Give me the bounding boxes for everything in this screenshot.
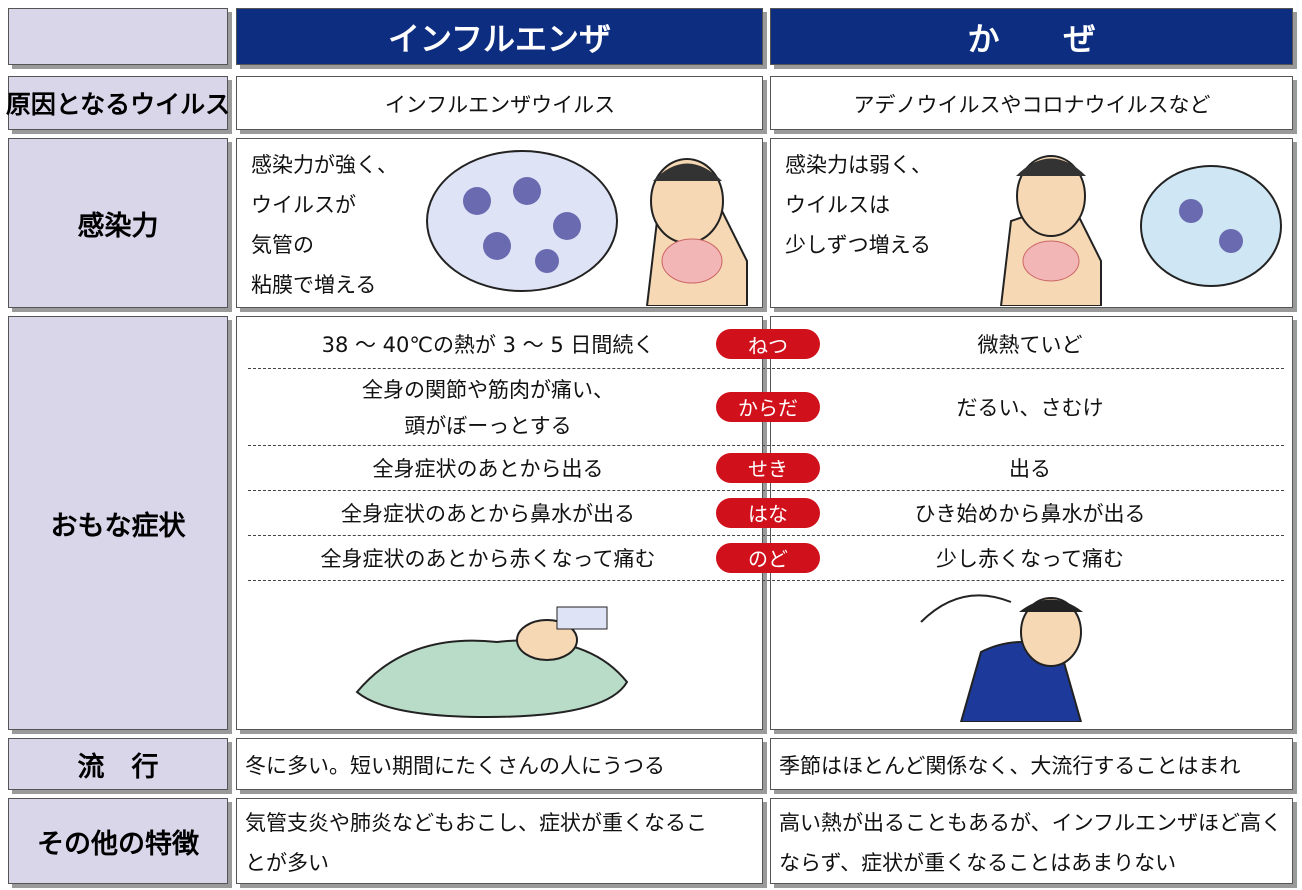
corner-cell — [8, 8, 228, 65]
divider — [248, 368, 1284, 369]
symptom-text: 少し赤くなって痛む — [936, 546, 1124, 571]
illustration — [355, 606, 629, 719]
row-label: その他の特徴 — [8, 798, 228, 884]
symptom-text: 頭がぼーっとする — [404, 413, 572, 438]
cell-text: ウイルスが — [251, 193, 356, 217]
cell: 気管支炎や肺炎などもおこし、症状が重くなるこ とが多い — [236, 798, 763, 884]
divider — [248, 535, 1284, 536]
cell-text: インフルエンザウイルス — [384, 93, 616, 117]
cell — [770, 316, 1293, 730]
symptom-tag: のど — [716, 542, 820, 573]
symptom-tag: はな — [716, 497, 820, 528]
divider — [248, 445, 1284, 446]
row-label: おもな症状 — [8, 316, 228, 730]
cell-text: 少しずつ増える — [785, 233, 931, 257]
cell — [236, 316, 763, 730]
symptom-text: だるい、さむけ — [956, 395, 1104, 420]
cell-text: アデノウイルスやコロナウイルスなど — [853, 93, 1211, 117]
cell: インフルエンザウイルス — [236, 76, 763, 130]
cell-text: とが多い — [245, 851, 329, 875]
cell: 季節はほとんど関係なく、大流行することはまれ — [770, 738, 1293, 790]
row-label: 流 行 — [8, 738, 228, 790]
cell-text: 気管支炎や肺炎などもおこし、症状が重くなるこ — [245, 811, 707, 835]
illustration — [920, 594, 1083, 722]
symptom-tag: ねつ — [716, 329, 820, 359]
row-label: 感染力 — [8, 138, 228, 308]
cell-text: 冬に多い。短い期間にたくさんの人にうつる — [245, 754, 665, 778]
cell-text: 粘膜で増える — [251, 273, 377, 297]
header-cold: か ぜ — [770, 8, 1293, 65]
cell-text: 気管の — [251, 233, 314, 257]
illustration — [426, 150, 748, 306]
cell: 感染力が強く、 ウイルスが 気管の 粘膜で増える — [236, 138, 763, 308]
symptom-text: 微熱ていど — [977, 333, 1083, 357]
header-influenza: インフルエンザ — [236, 8, 763, 65]
row-label: 原因となるウイルス — [6, 76, 230, 130]
cell-text: 感染力が強く、 — [251, 153, 398, 177]
symptom-text: 全身症状のあとから赤くなって痛む — [320, 546, 656, 571]
cell-text: 感染力は弱く、 — [785, 153, 932, 177]
cell: 感染力は弱く、 ウイルスは 少しずつ増える — [770, 138, 1293, 308]
cell-text: 季節はほとんど関係なく、大流行することはまれ — [779, 754, 1241, 778]
cell-text: 高い熱が出ることもあるが、インフルエンザほど高く — [779, 811, 1282, 835]
cell: アデノウイルスやコロナウイルスなど — [770, 76, 1293, 130]
symptom-text: 38 ～ 40℃の熱が 3 ～ 5 日間続く — [321, 333, 655, 357]
cell: 高い熱が出ることもあるが、インフルエンザほど高く ならず、症状が重くなることはあ… — [770, 798, 1293, 884]
cell-text: ならず、症状が重くなることはあまりない — [779, 851, 1177, 875]
divider — [248, 490, 1284, 491]
cell: 冬に多い。短い期間にたくさんの人にうつる — [236, 738, 763, 790]
illustration — [999, 155, 1282, 306]
symptom-text: ひき始めから鼻水が出る — [914, 501, 1146, 526]
divider — [248, 580, 1284, 581]
symptom-text: 全身症状のあとから出る — [372, 456, 604, 481]
symptom-tag: からだ — [716, 391, 820, 422]
cell-text: ウイルスは — [785, 193, 890, 217]
symptom-text: 全身の関節や筋肉が痛い、 — [362, 377, 614, 402]
symptom-tag: せき — [716, 452, 820, 483]
symptom-text: 出る — [1009, 456, 1051, 481]
symptom-text: 全身症状のあとから鼻水が出る — [341, 501, 635, 526]
